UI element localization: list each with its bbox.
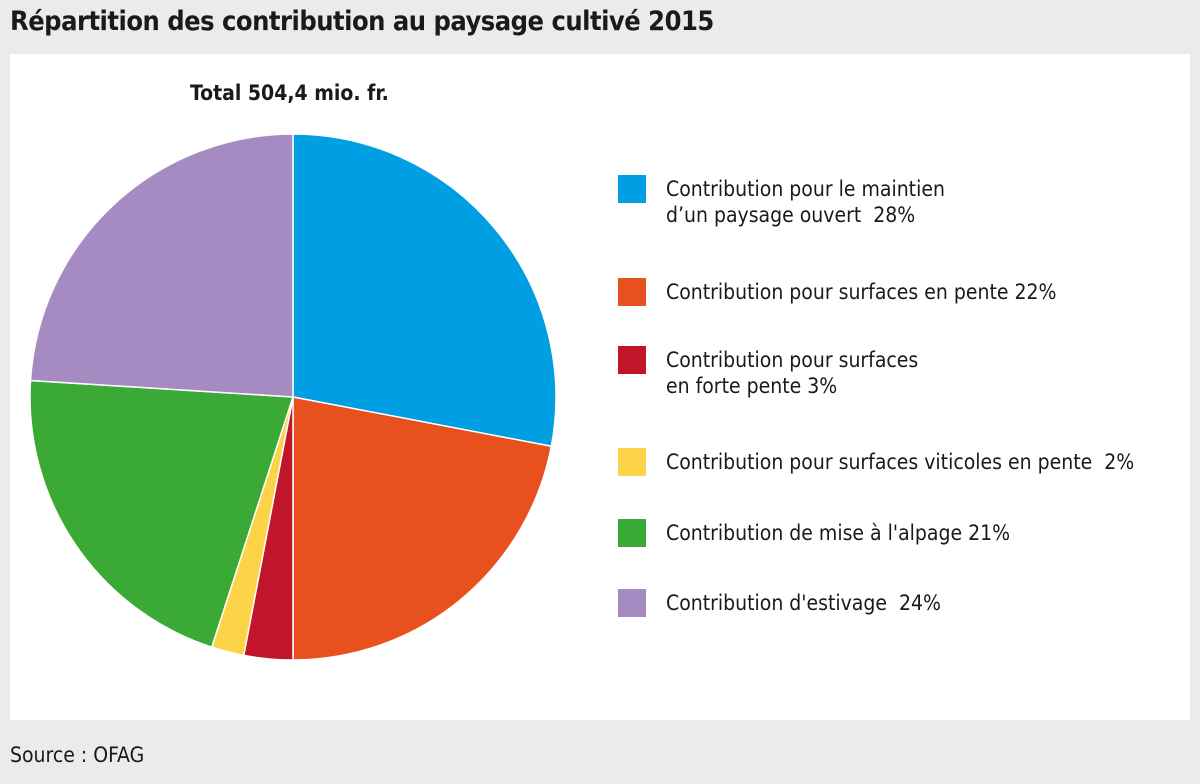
pie-slice-2 (292, 396, 553, 661)
legend-label: Contribution d'estivage 24% (666, 591, 941, 615)
legend-swatch (618, 519, 646, 547)
chart-subtitle: Total 504,4 mio. fr. (190, 81, 389, 105)
pie-slice-1 (292, 133, 557, 448)
legend-swatch (618, 589, 646, 617)
legend-swatch (618, 175, 646, 203)
source-note: Source : OFAG (10, 743, 145, 767)
legend-label: Contribution pour surfaces en pente 22% (666, 280, 1057, 304)
pie-slice-6 (29, 133, 294, 398)
legend-swatch (618, 448, 646, 476)
legend-label: Contribution pour le maintien d’un paysa… (666, 177, 945, 227)
legend-label: Contribution pour surfaces en forte pent… (666, 348, 919, 398)
legend-label: Contribution pour surfaces viticoles en … (666, 450, 1135, 474)
legend-swatch (618, 346, 646, 374)
legend-label: Contribution de mise à l'alpage 21% (666, 521, 1011, 545)
legend-swatch (618, 278, 646, 306)
pie-slice-5 (29, 379, 295, 649)
chart-title: Répartition des contribution au paysage … (10, 6, 714, 37)
